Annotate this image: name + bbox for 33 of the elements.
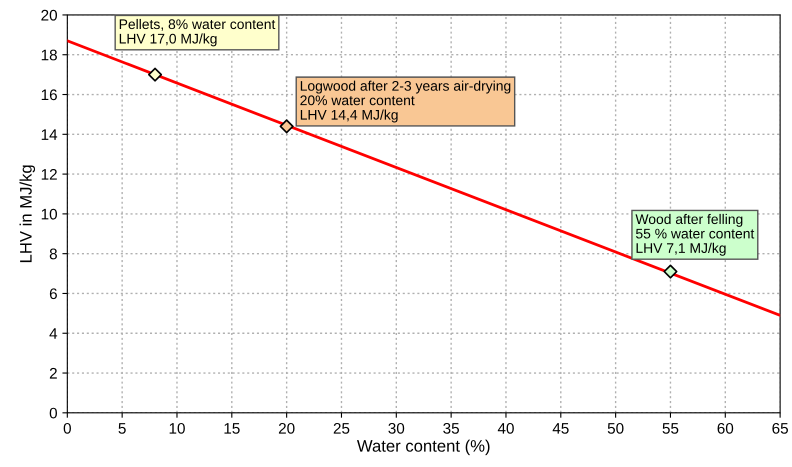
annotation: Pellets, 8% water content LHV 17,0 MJ/kg <box>120 18 276 46</box>
x-tick-label: 15 <box>224 423 240 434</box>
point <box>663 264 678 279</box>
x-axis-title: Water content (%) <box>356 440 490 456</box>
y-tick-label: 10 <box>42 208 57 220</box>
y-tick-label: 18 <box>42 50 57 60</box>
x-tick-label: 65 <box>772 422 788 434</box>
point <box>148 68 162 82</box>
y-tick-label: 20 <box>41 10 57 21</box>
y-tick-label: 4 <box>49 328 58 339</box>
x-tick-label: 20 <box>278 422 295 434</box>
x-tick-label: 5 <box>118 423 126 434</box>
y-tick-label: 16 <box>42 89 57 100</box>
y-tick-label: 8 <box>50 248 57 260</box>
y-tick-label: 6 <box>50 288 57 300</box>
y-tick-label: 0 <box>50 408 57 419</box>
y-tick-label: 12 <box>42 168 57 180</box>
x-tick-label: 55 <box>662 423 678 434</box>
y-axis-title: LHV in MJ/kg <box>20 165 36 262</box>
annotation: Wood after felling 55 % water content LHV 7,1 MJ/kg <box>635 214 754 256</box>
x-tick-label: 35 <box>443 422 459 434</box>
point <box>280 119 294 134</box>
x-tick-label: 50 <box>608 422 624 434</box>
x-tick-label: 10 <box>170 422 185 434</box>
x-tick-label: 60 <box>718 422 734 434</box>
annotation: Logwood after 2-3 years air-drying 20% water content LHV 14,4 MJ/kg <box>300 80 510 122</box>
x-tick-label: 45 <box>552 423 569 434</box>
x-tick-label: 30 <box>388 422 404 434</box>
x-tick-label: 25 <box>334 422 350 434</box>
y-tick-label: 14 <box>42 129 58 140</box>
x-tick-label: 0 <box>64 422 71 434</box>
y-tick-label: 2 <box>50 368 57 379</box>
x-tick-label: 40 <box>498 422 514 434</box>
